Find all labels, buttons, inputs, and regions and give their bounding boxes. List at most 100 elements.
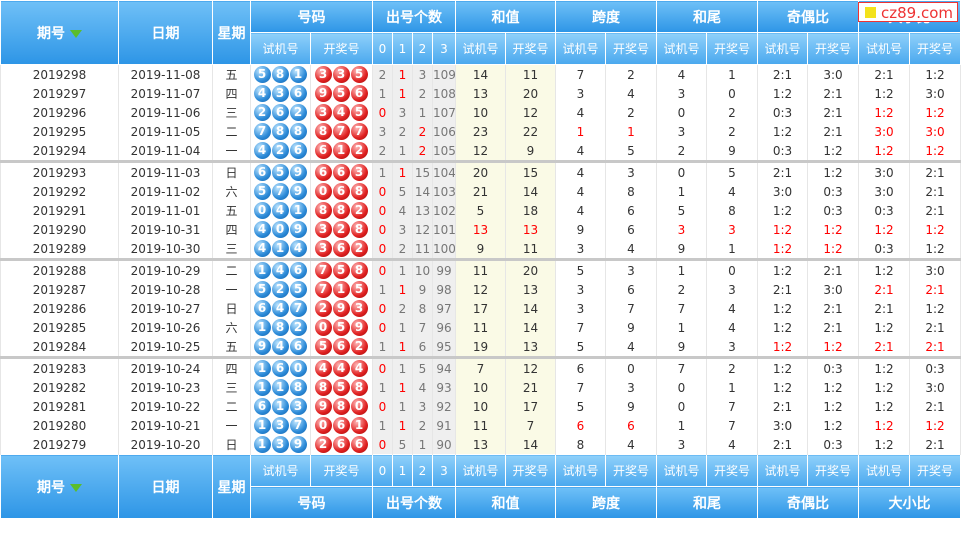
span-cell: 7 <box>555 378 606 397</box>
ball: 8 <box>350 221 368 238</box>
count-cell: 109 <box>432 64 456 84</box>
ball: 8 <box>332 398 350 415</box>
count-cell: 2 <box>392 299 413 318</box>
ball: 7 <box>314 281 332 298</box>
ball: 7 <box>350 123 368 140</box>
odd-even-cell: 0:3 <box>807 435 859 455</box>
ball: 8 <box>314 379 332 396</box>
big-small-cell: 1:2 <box>909 141 961 162</box>
sub-header: 试机号 <box>250 32 311 65</box>
group-header: 奇偶比 <box>757 0 859 33</box>
ball: 7 <box>253 123 271 140</box>
count-cell: 1 <box>412 103 433 122</box>
count-cell: 5 <box>392 435 413 455</box>
count-cell: 0 <box>372 103 393 122</box>
ball: 9 <box>289 164 307 181</box>
odd-even-cell: 2:1 <box>757 435 808 455</box>
count-header: 2 <box>412 32 433 65</box>
big-small-cell: 3:0 <box>909 84 961 103</box>
sum-cell: 15 <box>505 160 556 182</box>
footer-group-row: 号码 出号个数 和值 跨度 和尾 奇偶比 大小比 <box>1 486 961 519</box>
count-cell: 0 <box>372 435 393 455</box>
draw-row: 2019283 2019-10-24 四 1 6 0 4 4 4 0 1 5 94 7 12 6 0 7 2 1:2 0… <box>0 356 961 378</box>
count-cell: 105 <box>432 141 456 162</box>
tail-cell: 8 <box>706 201 758 220</box>
count-cell: 1 <box>372 160 393 182</box>
issue: 2019292 <box>0 182 119 201</box>
date: 2019-10-25 <box>118 337 213 358</box>
odd-even-cell: 2:1 <box>757 64 808 84</box>
draw-row: 2019282 2019-10-23 三 1 1 8 8 5 8 1 1 4 93 10 21 7 3 0 1 1:2… <box>0 378 961 397</box>
tail-cell: 3 <box>706 337 758 358</box>
ball: 5 <box>314 338 332 355</box>
date: 2019-11-04 <box>118 141 213 162</box>
ball: 6 <box>314 142 332 159</box>
count-cell: 90 <box>432 435 456 455</box>
draw-table: 期号日期星期号码出号个数和值跨度和尾奇偶比大小比试机号开奖号0123试机号开奖号… <box>0 0 961 519</box>
draw-row: 2019289 2019-10-30 三 4 1 4 3 6 2 0 2 11 100 9 11 3 4 9 1 1:… <box>0 239 961 260</box>
count-cell: 101 <box>432 220 456 239</box>
span-cell: 3 <box>555 299 606 318</box>
count-cell: 1 <box>392 416 413 435</box>
ball: 9 <box>289 183 307 200</box>
count-cell: 14 <box>412 182 433 201</box>
span-cell: 9 <box>605 397 657 416</box>
sum-cell: 21 <box>505 378 556 397</box>
tail-cell: 2 <box>706 103 758 122</box>
ball: 3 <box>350 300 368 317</box>
ball: 0 <box>289 360 307 377</box>
big-small-cell: 1:2 <box>909 220 961 239</box>
big-small-cell: 1:2 <box>858 378 910 397</box>
count-cell: 2 <box>372 141 393 162</box>
weekday: 六 <box>212 182 251 201</box>
footer-sub-row: 期号 日期 星期 试机号 开奖号 0 1 2 3 试机号 开奖号 试机号 开奖号 试机号 开奖号 试机号 开奖号… <box>0 454 961 519</box>
ball: 5 <box>271 164 289 181</box>
count-cell: 1 <box>392 378 413 397</box>
count-cell: 0 <box>372 201 393 220</box>
count-cell: 1 <box>392 160 413 182</box>
count-header: 0 <box>372 454 393 487</box>
count-cell: 102 <box>432 201 456 220</box>
date: 2019-11-03 <box>118 160 213 182</box>
sum-cell: 13 <box>505 280 556 299</box>
odd-even-cell: 1:2 <box>757 220 808 239</box>
odd-even-cell: 3:0 <box>757 182 808 201</box>
weekday: 五 <box>212 201 251 220</box>
ball: 3 <box>314 240 332 257</box>
sum-cell: 9 <box>505 141 556 162</box>
ball: 5 <box>350 104 368 121</box>
span-cell: 2 <box>605 103 657 122</box>
draw-row: 2019293 2019-11-03 日 6 5 9 6 6 3 1 1 15 104 20 15 4 3 0 5 2… <box>0 160 961 182</box>
count-cell: 2 <box>372 64 393 84</box>
span-cell: 4 <box>605 337 657 358</box>
ball: 9 <box>314 398 332 415</box>
count-cell: 1 <box>392 141 413 162</box>
column-title: 日期 <box>151 25 180 42</box>
span-cell: 6 <box>555 416 606 435</box>
weekday: 二 <box>212 122 251 141</box>
site-logo[interactable]: cz89.com <box>858 2 958 22</box>
count-cell: 94 <box>432 356 456 378</box>
issue: 2019288 <box>0 258 119 280</box>
ball: 8 <box>271 319 289 336</box>
group-header: 和尾 <box>656 0 758 33</box>
ball: 6 <box>289 338 307 355</box>
weekday: 五 <box>212 337 251 358</box>
sub-header: 开奖号 <box>706 454 758 487</box>
ball: 3 <box>332 66 350 83</box>
count-cell: 0 <box>372 182 393 201</box>
ball: 1 <box>332 142 350 159</box>
sum-cell: 17 <box>505 397 556 416</box>
odd-even-cell: 3:0 <box>807 64 859 84</box>
